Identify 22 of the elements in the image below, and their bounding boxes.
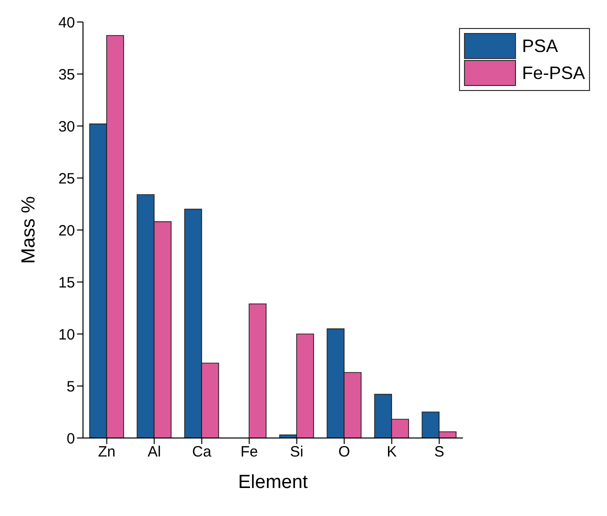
y-tick-label: 5 [66, 378, 75, 396]
x-tick-label: Zn [98, 444, 116, 461]
x-tick-label: Fe [240, 444, 258, 461]
x-tick-label: K [386, 444, 397, 461]
x-tick-label: Si [290, 444, 304, 461]
y-tick-label: 35 [58, 66, 75, 84]
x-tick-label: Al [148, 444, 161, 461]
x-tick-label: Ca [192, 444, 212, 461]
x-tick-label: S [434, 444, 444, 461]
y-tick-label: 10 [58, 326, 75, 344]
y-tick-label: 0 [66, 430, 75, 448]
y-axis-title: Mass % [18, 196, 40, 264]
y-tick-label: 15 [58, 274, 75, 292]
y-tick-label: 20 [58, 222, 75, 240]
x-axis-title: Element [238, 472, 309, 493]
bar [248, 303, 267, 438]
y-tick-label: 30 [58, 118, 75, 136]
y-tick-label: 25 [58, 170, 75, 188]
legend-label: Fe-PSA [522, 62, 585, 84]
y-tick-label: 40 [58, 14, 75, 32]
legend-label: PSA [522, 36, 558, 56]
x-tick-label: O [338, 444, 350, 461]
